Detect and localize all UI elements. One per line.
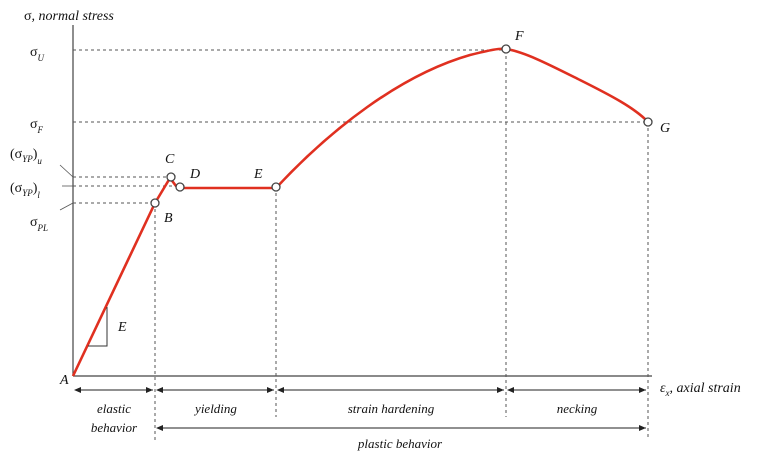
y-axis-title: σ, normal stress [24, 9, 114, 24]
yielding-label: yielding [193, 401, 237, 416]
point-label-c: C [165, 152, 175, 167]
point-label-e: E [253, 167, 263, 182]
sigma-pl-label: σPL [30, 215, 48, 233]
behavior-label: behavior [91, 420, 138, 435]
sigma-yp-u-label: (σYP)u [10, 147, 42, 166]
point-c [166, 172, 176, 182]
point-e [271, 182, 281, 192]
elastic-label: elastic [97, 401, 131, 416]
slope-triangle [88, 307, 108, 347]
point-label-f: F [514, 29, 524, 44]
stress-strain-curve [71, 47, 649, 377]
plastic-behavior-label: plastic behavior [357, 436, 443, 451]
point-d [175, 182, 185, 192]
point-label-d: D [189, 167, 200, 182]
sigma-f-label: σF [30, 117, 44, 135]
point-b [150, 198, 160, 208]
point-label-g: G [660, 121, 670, 136]
point-label-b: B [164, 211, 173, 226]
sigma-u-label: σU [30, 45, 45, 63]
slope-label: E [117, 320, 127, 335]
strain-hardening-label: strain hardening [348, 401, 435, 416]
point-f [501, 44, 511, 54]
point-g [643, 117, 653, 127]
point-label-a: A [59, 373, 69, 388]
x-axis-title: εx, axial strain [660, 381, 741, 398]
necking-label: necking [557, 401, 598, 416]
pl-leader [59, 202, 74, 211]
sigma-yp-l-label: (σYP)l [10, 181, 40, 200]
yp-u-leader [59, 164, 74, 178]
